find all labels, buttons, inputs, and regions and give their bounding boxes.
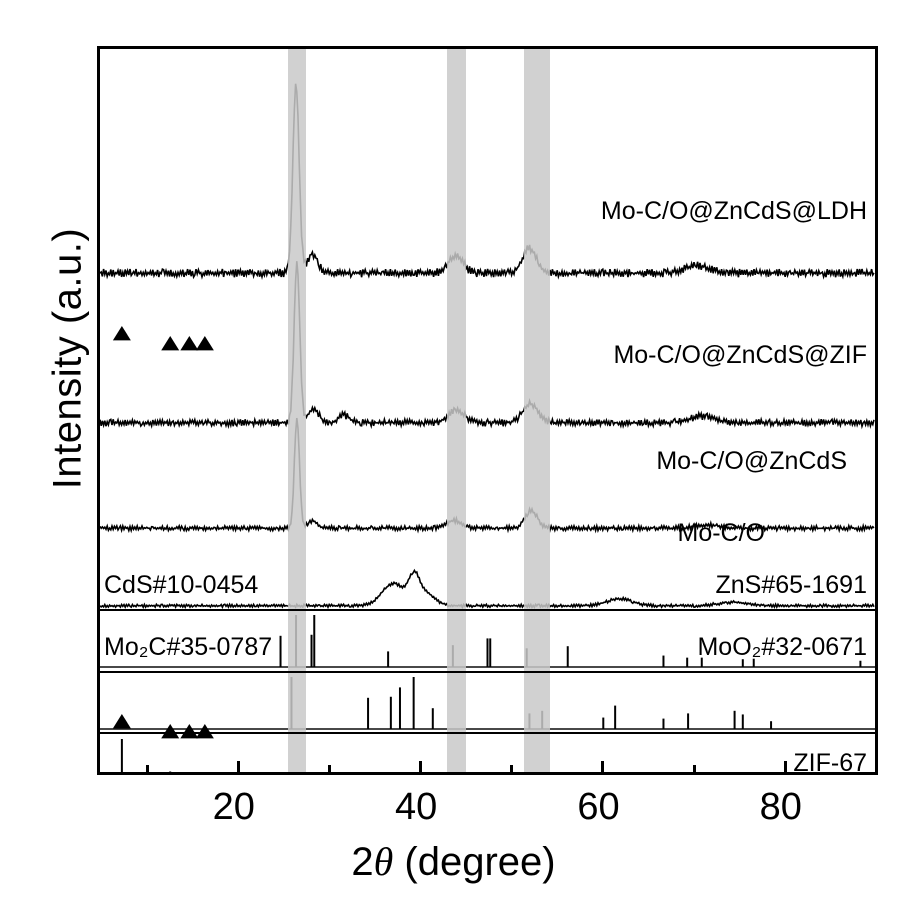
reference-sticks-mo-c-35-0787 (100, 677, 875, 729)
x-tick-mark-80 (784, 761, 787, 772)
trace-label-zif: Mo-C/O@ZnCdS@ZIF (613, 341, 867, 370)
xrd-curves (100, 49, 875, 772)
plot-inner: Mo-C/O@ZnCdS@LDH Mo-C/O@ZnCdS@ZIF Mo-C/O@Z… (100, 49, 875, 772)
separator-line (100, 732, 875, 734)
reference-label-moo2: MoO₂#32-0671 (697, 633, 867, 662)
x-tick-mark-minor-10 (146, 765, 149, 772)
x-tick-mark-minor-70 (693, 765, 696, 772)
highlight-band-2 (524, 49, 550, 772)
x-tick-label-20: 20 (194, 786, 274, 829)
trace-label-zncds: Mo-C/O@ZnCdS (656, 447, 847, 476)
x-tick-mark-60 (601, 761, 604, 772)
reference-sticks-zif-67 (100, 739, 875, 772)
marker-group-zif-trace (113, 326, 214, 350)
reference-label-cds: CdS#10-0454 (104, 571, 258, 600)
marker-group-zif67-reference (113, 714, 214, 738)
reference-sticks-moo-32-0671 (100, 677, 875, 729)
triangle-up-icon (113, 714, 131, 728)
separator-line (100, 671, 875, 673)
separator-line (100, 609, 875, 611)
x-tick-mark-minor-30 (328, 765, 331, 772)
x-tick-mark-minor-50 (510, 765, 513, 772)
x-tick-mark-40 (419, 761, 422, 772)
x-axis-label-suffix: (degree) (393, 840, 555, 884)
x-tick-label-80: 80 (741, 786, 821, 829)
plot-area: Mo-C/O@ZnCdS@LDH Mo-C/O@ZnCdS@ZIF Mo-C/O@Z… (97, 46, 878, 775)
highlight-band-0 (288, 49, 306, 772)
triangle-up-icon (196, 336, 214, 350)
reference-label-mo2c: Mo₂C#35-0787 (104, 633, 272, 662)
x-axis-label: 2θ (degree) (0, 838, 907, 885)
x-tick-label-60: 60 (558, 786, 638, 829)
reference-label-zif67: ZIF-67 (793, 749, 867, 772)
highlight-band-1 (447, 49, 465, 772)
triangle-up-icon (113, 326, 131, 340)
x-tick-label-40: 40 (376, 786, 456, 829)
trace-label-mocо: Mo-C/O (678, 519, 766, 548)
curve-mo-c-o-zncds-ldh (100, 84, 874, 277)
reference-label-zns: ZnS#65-1691 (715, 571, 867, 600)
theta-symbol: θ (374, 839, 394, 884)
x-tick-mark-20 (237, 761, 240, 772)
triangle-up-icon (180, 336, 198, 350)
xrd-figure: Intensity (a.u.) Mo-C/O@ZnCdS@LDHMo-C/O@… (0, 0, 907, 918)
y-axis-label: Intensity (a.u.) (46, 99, 91, 619)
x-axis-label-prefix: 2 (351, 840, 373, 884)
triangle-up-icon (161, 336, 179, 350)
trace-label-ldh: Mo-C/O@ZnCdS@LDH (601, 197, 867, 226)
